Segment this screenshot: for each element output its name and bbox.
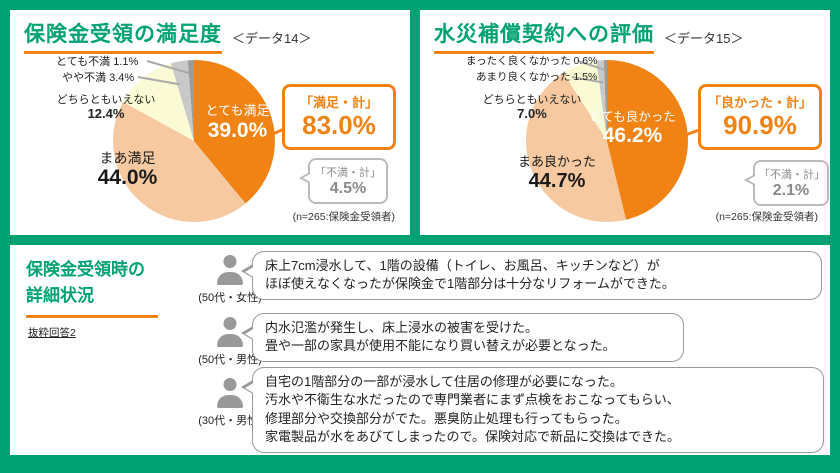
slice-label-not-good-at-all: まったく良くなかった 0.6%: [466, 53, 597, 68]
slice-label-very-satisfied: とても満足 39.0%: [185, 103, 290, 143]
callout-label: 「良かった・計」: [707, 95, 812, 110]
testimonial-bubble: 自宅の1階部分の一部が浸水して住居の修理が必要になった。 汚水や不衛生な水だった…: [241, 367, 824, 453]
slice-value-text: 1.5%: [573, 71, 598, 83]
slice-label-text: とても良かった: [589, 110, 676, 124]
slice-value-text: 3.4%: [109, 72, 135, 84]
slice-value-text: 39.0%: [207, 118, 268, 142]
slice-label-very-dissatisfied: とても不満 1.1%: [56, 53, 138, 69]
testimonial-bubble: 内水氾濫が発生し、床上浸水の被害を受けた。 畳や一部の家具が使用不能になり買い替…: [241, 313, 684, 362]
slice-label-text: とても満足: [205, 103, 270, 118]
slice-label-very-good: とても良かった 46.2%: [570, 110, 695, 149]
testimonial-line: ほぼ使えなくなったが保険金で1階部分は十分なリフォームができた。: [265, 276, 675, 292]
sample-size-note: (n=265:保険金受領者): [715, 211, 818, 223]
satisfaction-panel: 保険金受領の満足度 ＜データ14＞ とても不満 1.1% やや不満 3.4% ど…: [10, 10, 410, 235]
testimonial-line: 畳や一部の家具が使用不能になり買い替えが必要となった。: [265, 338, 616, 354]
slice-label-text: とても不満: [56, 56, 111, 68]
bubble-value: 2.1%: [772, 182, 810, 199]
data-tag-14: ＜データ14＞: [232, 31, 312, 46]
slice-label-not-very-good: あまり良くなかった 1.5%: [476, 69, 597, 84]
slice-value-text: 0.6%: [573, 55, 598, 67]
slice-label-text: あまり良くなかった: [476, 71, 571, 83]
testimonials-title: 保険金受領時の 詳細状況: [26, 257, 158, 318]
data-tag-15: ＜データ15＞: [664, 31, 744, 46]
bubble-value: 4.5%: [329, 180, 367, 197]
respondent-label: (50代・女性): [198, 292, 262, 304]
title-line-1: 保険金受領時の: [26, 260, 145, 279]
testimonial-bubble: 床上7cm浸水して、1階の設備（トイレ、お風呂、キッチンなど）が ほぼ使えなくな…: [241, 251, 822, 300]
slice-label-text: まあ良かった: [517, 154, 596, 169]
testimonial-line: 自宅の1階部分の一部が浸水して住居の修理が必要になった。: [265, 374, 623, 389]
respondent-label: (50代・男性): [198, 354, 262, 366]
sample-size-note: (n=265:保険金受領者): [292, 211, 395, 223]
slice-label-slightly-dissatisfied: やや不満 3.4%: [62, 69, 134, 85]
testimonial-line: 家電製品が水をあびてしまったので。保険対応で新品に交換はできた。: [265, 429, 680, 445]
flood-coverage-title: 水災補償契約への評価: [434, 18, 654, 54]
slice-value-text: 44.0%: [97, 166, 158, 190]
title-line-2: 詳細状況: [26, 286, 94, 306]
slice-label-somewhat-satisfied: まあ満足 44.0%: [65, 150, 190, 190]
panel-header: 保険金受領の満足度 ＜データ14＞: [24, 18, 311, 54]
testimonial-line: 床上7cm浸水して、1階の設備（トイレ、お風呂、キッチンなど）が: [265, 258, 660, 273]
testimonial-line: 汚水や不衛生な水だったので専門業者にまず点検をおこなってもらい、: [265, 392, 680, 408]
slice-label-text: やや不満: [62, 72, 106, 84]
satisfied-total-callout: 「満足・計」 83.0%: [282, 84, 396, 150]
slice-value-text: 46.2%: [602, 124, 663, 148]
respondent-label: (30代・男性): [198, 415, 262, 427]
testimonial-line: 修理部分や交換部分がでた。悪臭防止処理も行ってもらった。: [265, 410, 628, 426]
panel-header: 水災補償契約への評価 ＜データ15＞: [434, 18, 743, 54]
bubble-label: 「不満・計」: [759, 169, 825, 181]
slice-label-neutral: どちらともいえない 7.0%: [476, 94, 588, 122]
testimonial-line: 内水氾濫が発生し、床上浸水の被害を受けた。: [265, 320, 539, 335]
satisfaction-title: 保険金受領の満足度: [24, 18, 222, 54]
slice-value-text: 1.1%: [113, 56, 139, 68]
slice-label-text: どちらともいえない: [482, 94, 582, 106]
slice-label-text: どちらともいえない: [56, 94, 156, 106]
callout-value: 83.0%: [302, 110, 376, 140]
callout-label: 「満足・計」: [299, 95, 378, 110]
bubble-label: 「不満・計」: [315, 167, 381, 179]
slice-label-fairly-good: まあ良かった 44.7%: [492, 154, 622, 193]
testimonials-panel: 保険金受領時の 詳細状況 抜粋回答2 (50代・女性) 床上7cm浸水して、1階…: [10, 245, 830, 455]
flood-coverage-panel: 水災補償契約への評価 ＜データ15＞ まったく良くなかった 0.6% あまり良く…: [420, 10, 830, 235]
flood-coverage-pie-chart: [526, 60, 688, 222]
slice-value-text: 12.4%: [87, 105, 125, 121]
slice-label-text: まったく良くなかった: [466, 55, 571, 67]
slice-label-neutral: どちらともいえない 12.4%: [50, 94, 162, 122]
slice-value-text: 44.7%: [528, 169, 586, 192]
excerpt-note: 抜粋回答2: [28, 327, 76, 339]
callout-value: 90.9%: [723, 110, 797, 140]
slice-value-text: 7.0%: [517, 105, 547, 121]
good-total-callout: 「良かった・計」 90.9%: [698, 84, 822, 150]
slice-label-text: まあ満足: [99, 150, 156, 166]
dissatisfied-total-bubble: 「不満・計」 2.1%: [744, 160, 829, 206]
dissatisfied-total-bubble: 「不満・計」 4.5%: [299, 158, 388, 204]
satisfaction-pie-chart: [113, 60, 275, 222]
